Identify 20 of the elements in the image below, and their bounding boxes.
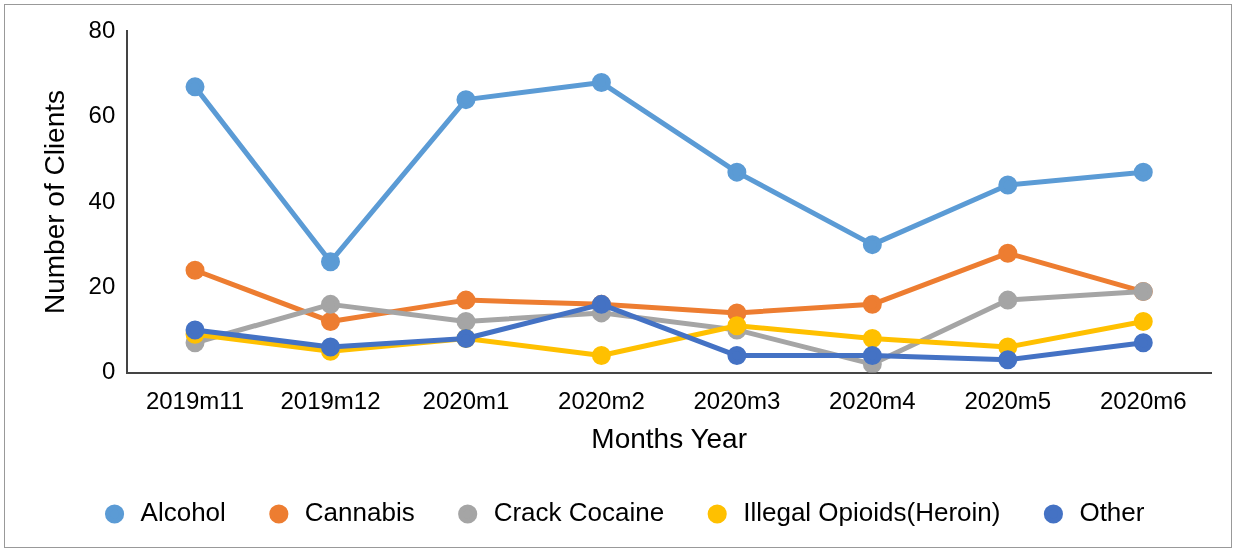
legend-label: Crack Cocaine <box>493 497 665 528</box>
y-axis-title: Number of Clients <box>38 89 70 315</box>
y-tick-label: 60 <box>88 101 116 129</box>
x-tick-label: 2020m4 <box>828 386 916 414</box>
x-tick-label: 2020m6 <box>1099 386 1187 414</box>
x-tick-label: 2020m1 <box>422 386 510 414</box>
legend-label: Alcohol <box>140 497 226 528</box>
legend-label: Illegal Opioids(Heroin) <box>743 497 1001 528</box>
legend-label: Cannabis <box>304 497 415 528</box>
y-tick-label: 40 <box>88 186 116 214</box>
x-tick-label: 2020m3 <box>693 386 781 414</box>
x-tick-label: 2019m12 <box>280 386 381 414</box>
legend-label: Other <box>1079 497 1145 528</box>
x-tick-label: 2020m2 <box>558 386 645 414</box>
x-tick-label: 2020m5 <box>964 386 1052 414</box>
x-tick-label: 2019m11 <box>145 386 245 414</box>
y-tick-label: 0 <box>101 357 116 385</box>
y-tick-label: 80 <box>88 16 116 44</box>
x-axis-title: Months Year <box>591 422 747 454</box>
y-tick-label: 20 <box>88 271 116 299</box>
